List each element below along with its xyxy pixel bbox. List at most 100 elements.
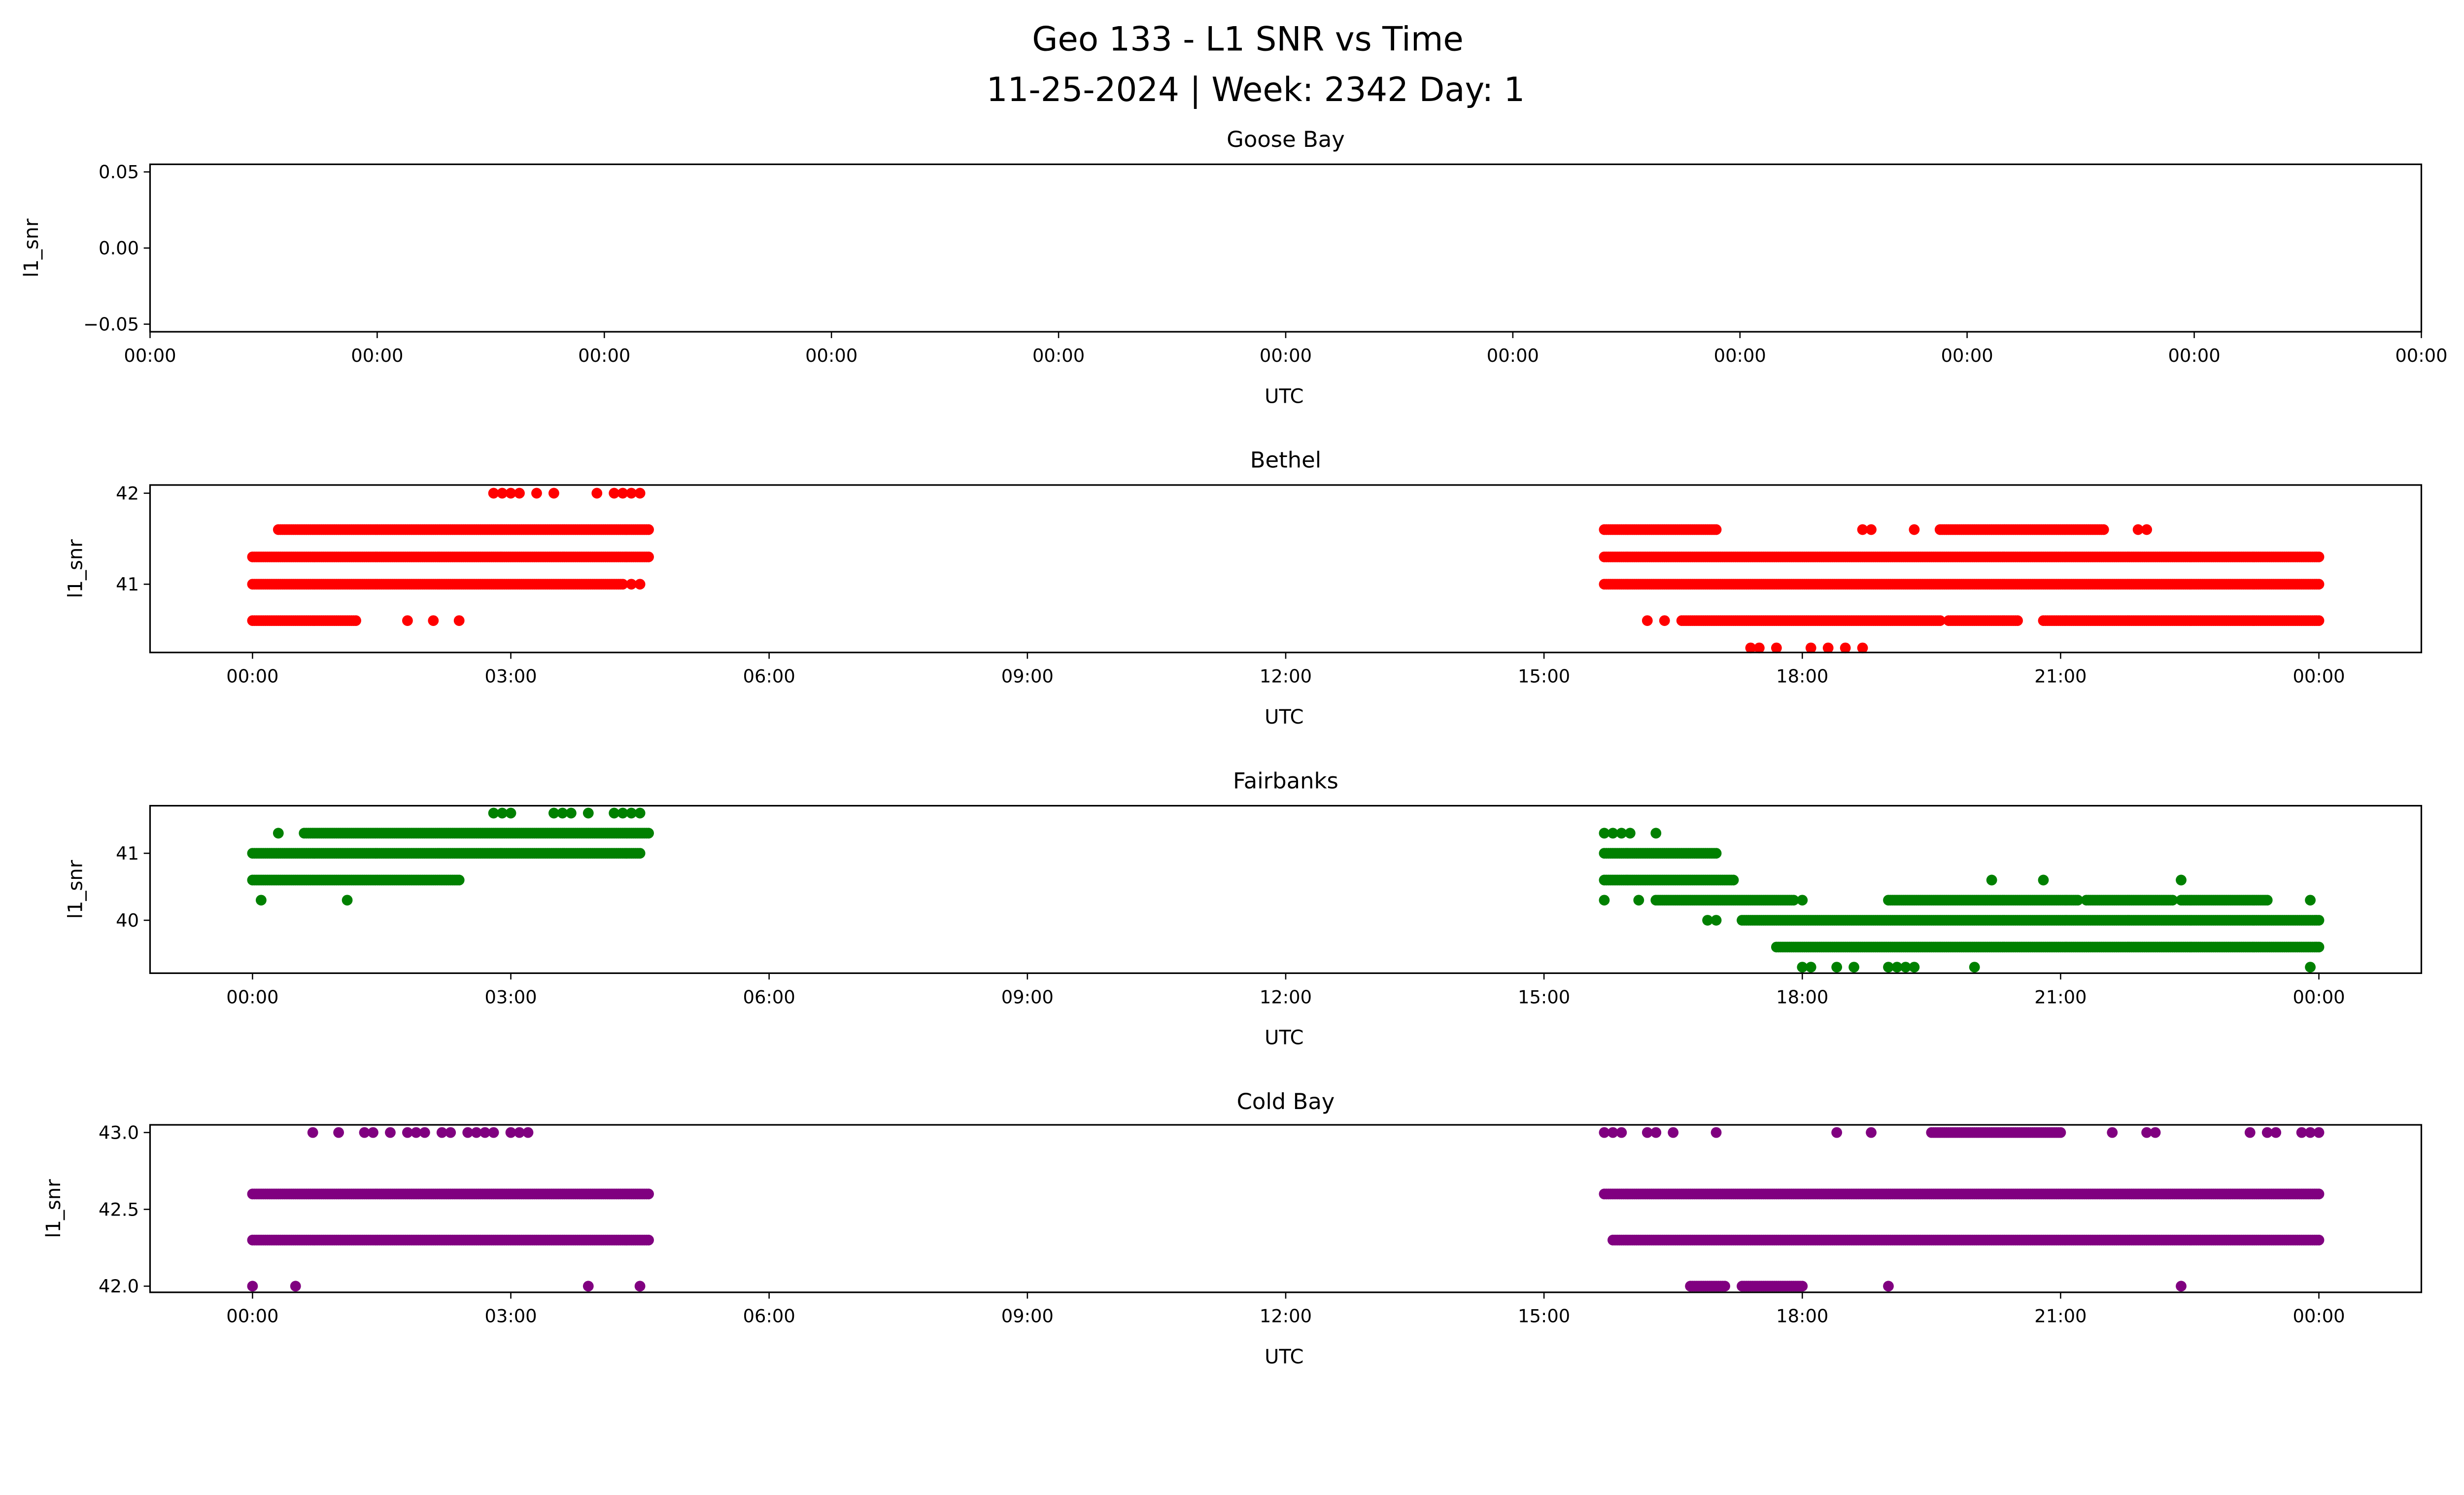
x-tick-label: 15:00 [1518,986,1570,1008]
x-axis-label: UTC [1265,1027,1303,1049]
figure: Geo 133 - L1 SNR vs Time 11-25-2024 | We… [20,20,2448,1368]
data-point [1831,1127,1843,1138]
panel-bethel: Bethel 42 41 00:00 03:00 06:00 09:00 12:00 15:00… [65,447,2423,729]
data-point [411,1127,422,1138]
data-point [402,1127,413,1138]
data-point [1719,1281,1730,1292]
x-axis-label: UTC [1265,385,1303,408]
data-point [2176,1281,2187,1292]
y-tick-label: 43.0 [99,1122,139,1143]
data-point [479,1127,491,1138]
y-axis-label: l1_snr [20,218,43,278]
data-point [2261,1127,2273,1138]
y-tick-label: 41 [116,843,139,864]
data-point [1745,642,1756,654]
x-tick-label: 00:00 [226,986,278,1008]
data-point [2167,895,2178,906]
data-point [1797,1281,1808,1292]
data-point [2141,524,2153,535]
data-point [1771,642,1782,654]
data-point [445,1127,456,1138]
data-point [617,487,628,499]
x-tick-label: 09:00 [1001,1306,1054,1327]
data-point [505,1127,516,1138]
data-point [643,828,654,839]
data-point [1633,895,1644,906]
x-tick-label: 12:00 [1260,986,1312,1008]
x-tick-label: 00:00 [226,1306,278,1327]
data-point [1805,642,1816,654]
data-point [514,487,525,499]
data-point [609,807,620,819]
data-point [1797,895,1808,906]
data-point [2313,551,2325,562]
data-point [350,615,361,626]
data-point [497,487,508,499]
data-point [1616,1127,1627,1138]
panels: Goose Bay 0.05 0.00 −0.05 00:00 00:00 00:00 00:… [20,126,2448,1368]
y-tick-label: 0.00 [99,238,139,259]
data-point [522,1127,534,1138]
data-point [1857,642,1868,654]
data-point [2055,1127,2066,1138]
data-point [488,807,499,819]
data-point [1891,962,1903,973]
data-point [609,487,620,499]
panel-title: Goose Bay [1227,126,1345,152]
x-tick-label: 00:00 [1941,345,1993,366]
data-point [1668,1127,1679,1138]
data-point [2313,615,2325,626]
scatter-series-fairbanks [247,807,2325,973]
x-tick-label: 00:00 [2293,986,2345,1008]
chart-subtitle: 11-25-2024 | Week: 2342 Day: 1 [987,70,1525,109]
data-point [1883,962,1894,973]
data-point [2072,895,2084,906]
data-point [1840,642,1851,654]
data-point [2150,1127,2161,1138]
data-point [1754,642,1765,654]
data-point [1642,615,1653,626]
data-point [1711,524,1722,535]
data-point [1711,1127,1722,1138]
x-tick-label: 15:00 [1518,666,1570,687]
x-axis-label: UTC [1265,706,1303,729]
data-point [1909,524,1920,535]
data-point [1711,915,1722,926]
panel-title: Fairbanks [1233,767,1338,794]
data-point [2261,895,2273,906]
data-point [2313,579,2325,590]
y-axis-label: l1_snr [42,1179,65,1238]
data-point [548,807,559,819]
x-tick-label: 15:00 [1518,1306,1570,1327]
data-point [617,807,628,819]
data-point [2313,1127,2325,1138]
x-tick-label: 00:00 [2293,1306,2345,1327]
data-point [2313,1234,2325,1246]
data-point [1607,828,1618,839]
data-point [548,487,559,499]
data-point [1934,615,1946,626]
data-point [643,524,654,535]
data-point [634,1281,646,1292]
x-tick-label: 21:00 [2034,986,2087,1008]
data-point [634,487,646,499]
data-point [1909,962,1920,973]
data-point [1883,1281,1894,1292]
data-point [2098,524,2109,535]
data-point [1659,615,1670,626]
data-point [453,615,465,626]
data-point [2176,874,2187,886]
data-point [497,807,508,819]
data-point [1624,828,1636,839]
x-tick-label: 09:00 [1001,666,1054,687]
x-tick-label: 00:00 [2395,345,2447,366]
x-tick-label: 21:00 [2034,666,2087,687]
data-point [557,807,568,819]
data-point [514,1127,525,1138]
data-point [471,1127,482,1138]
y-axis-label: l1_snr [65,539,87,598]
data-point [273,828,284,839]
x-tick-label: 00:00 [226,666,278,687]
scatter-series-bethel [247,487,2325,654]
data-point [634,579,646,590]
